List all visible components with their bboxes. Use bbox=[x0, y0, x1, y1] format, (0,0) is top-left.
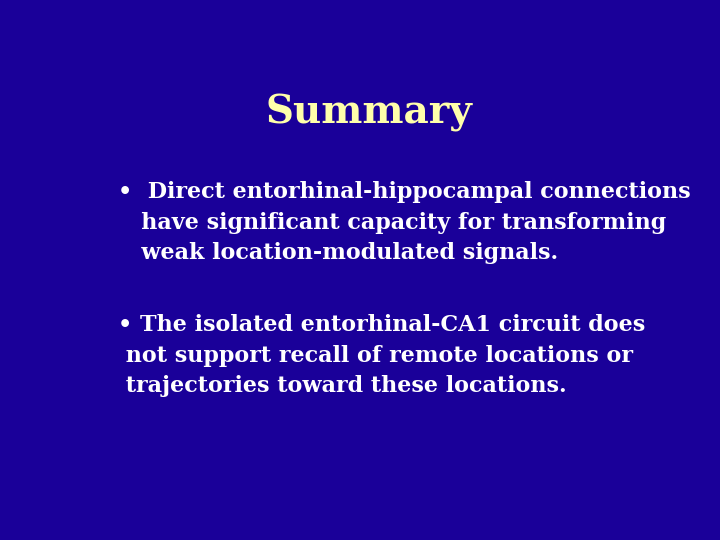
Text: Summary: Summary bbox=[266, 94, 472, 132]
Text: • The isolated entorhinal-CA1 circuit does
 not support recall of remote locatio: • The isolated entorhinal-CA1 circuit do… bbox=[118, 314, 645, 397]
Text: •  Direct entorhinal-hippocampal connections
   have significant capacity for tr: • Direct entorhinal-hippocampal connecti… bbox=[118, 181, 690, 264]
